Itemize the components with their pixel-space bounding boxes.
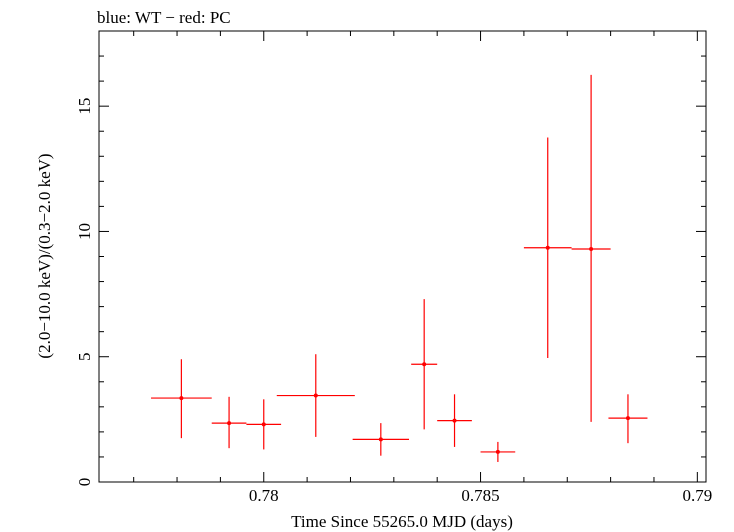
data-point xyxy=(276,354,355,437)
x-tick-label: 0.785 xyxy=(461,486,499,505)
data-marker xyxy=(625,416,630,421)
data-marker xyxy=(227,421,232,426)
data-marker xyxy=(589,246,594,251)
data-point xyxy=(246,399,282,450)
data-point xyxy=(151,359,212,439)
data-marker xyxy=(545,245,550,250)
chart-title: blue: WT − red: PC xyxy=(97,8,231,27)
data-point xyxy=(480,441,516,462)
y-tick-label: 10 xyxy=(75,223,94,240)
data-points xyxy=(151,74,648,462)
x-tick-label: 0.79 xyxy=(682,486,712,505)
data-marker xyxy=(452,418,457,423)
axis-tick-labels: 0.78 0.785 0.79 0 5 10 15 xyxy=(75,98,712,505)
x-tick-label: 0.78 xyxy=(249,486,279,505)
data-marker xyxy=(378,437,383,442)
y-tick-label: 5 xyxy=(75,352,94,361)
data-point xyxy=(411,299,438,430)
data-point xyxy=(523,137,572,358)
y-tick-label: 0 xyxy=(75,478,94,487)
y-axis-label: (2.0−10.0 keV)/(0.3−2.0 keV) xyxy=(35,153,54,358)
data-point xyxy=(211,396,247,449)
x-axis-label: Time Since 55265.0 MJD (days) xyxy=(291,512,513,531)
data-marker xyxy=(495,449,500,454)
data-marker xyxy=(261,422,266,427)
y-tick-label: 15 xyxy=(75,98,94,115)
data-point xyxy=(437,394,472,447)
data-point xyxy=(571,74,611,422)
data-marker xyxy=(422,362,427,367)
data-marker xyxy=(313,393,318,398)
data-point xyxy=(352,423,410,456)
data-point xyxy=(608,394,648,444)
axis-ticks xyxy=(99,30,706,483)
data-marker xyxy=(179,396,184,401)
